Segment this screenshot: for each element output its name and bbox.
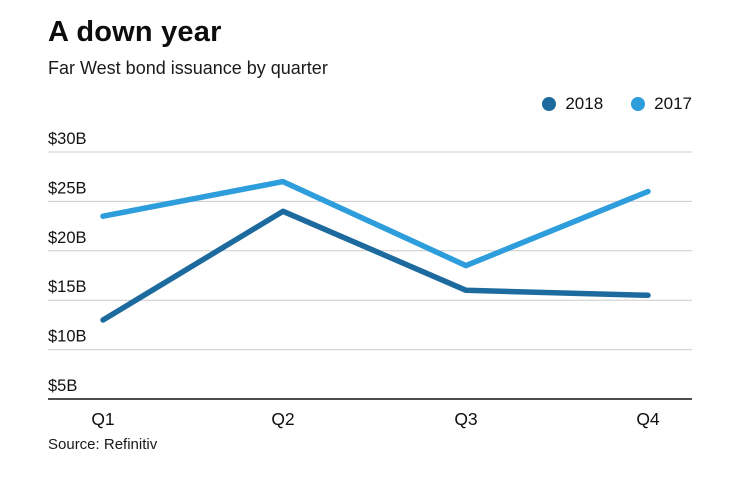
x-tick-label: Q2 <box>271 409 294 429</box>
y-tick-label: $15B <box>48 278 87 296</box>
x-tick-label: Q1 <box>91 409 114 429</box>
legend-dot-2018-icon <box>542 97 557 111</box>
series-line-2018 <box>100 208 651 323</box>
y-tick-label: $30B <box>48 130 87 148</box>
y-tick-label: $10B <box>48 328 87 346</box>
legend-label-2018: 2018 <box>565 94 604 113</box>
page-title: A down year <box>48 16 222 48</box>
legend-label-2017: 2017 <box>654 94 692 113</box>
legend: 2018 2017 <box>542 94 692 114</box>
x-tick-label: Q4 <box>636 409 660 429</box>
series-line-2017 <box>100 178 651 269</box>
legend-dot-2017-icon <box>631 97 646 111</box>
y-tick-label: $20B <box>48 229 87 247</box>
x-tick-label: Q3 <box>454 409 477 429</box>
y-tick-label: $25B <box>48 179 87 197</box>
legend-item-2018: 2018 <box>542 94 603 114</box>
y-tick-label: $5B <box>48 377 77 395</box>
legend-item-2017: 2017 <box>631 94 692 114</box>
page-subtitle: Far West bond issuance by quarter <box>48 58 328 78</box>
source-note: Source: Refinitiv <box>48 436 158 453</box>
